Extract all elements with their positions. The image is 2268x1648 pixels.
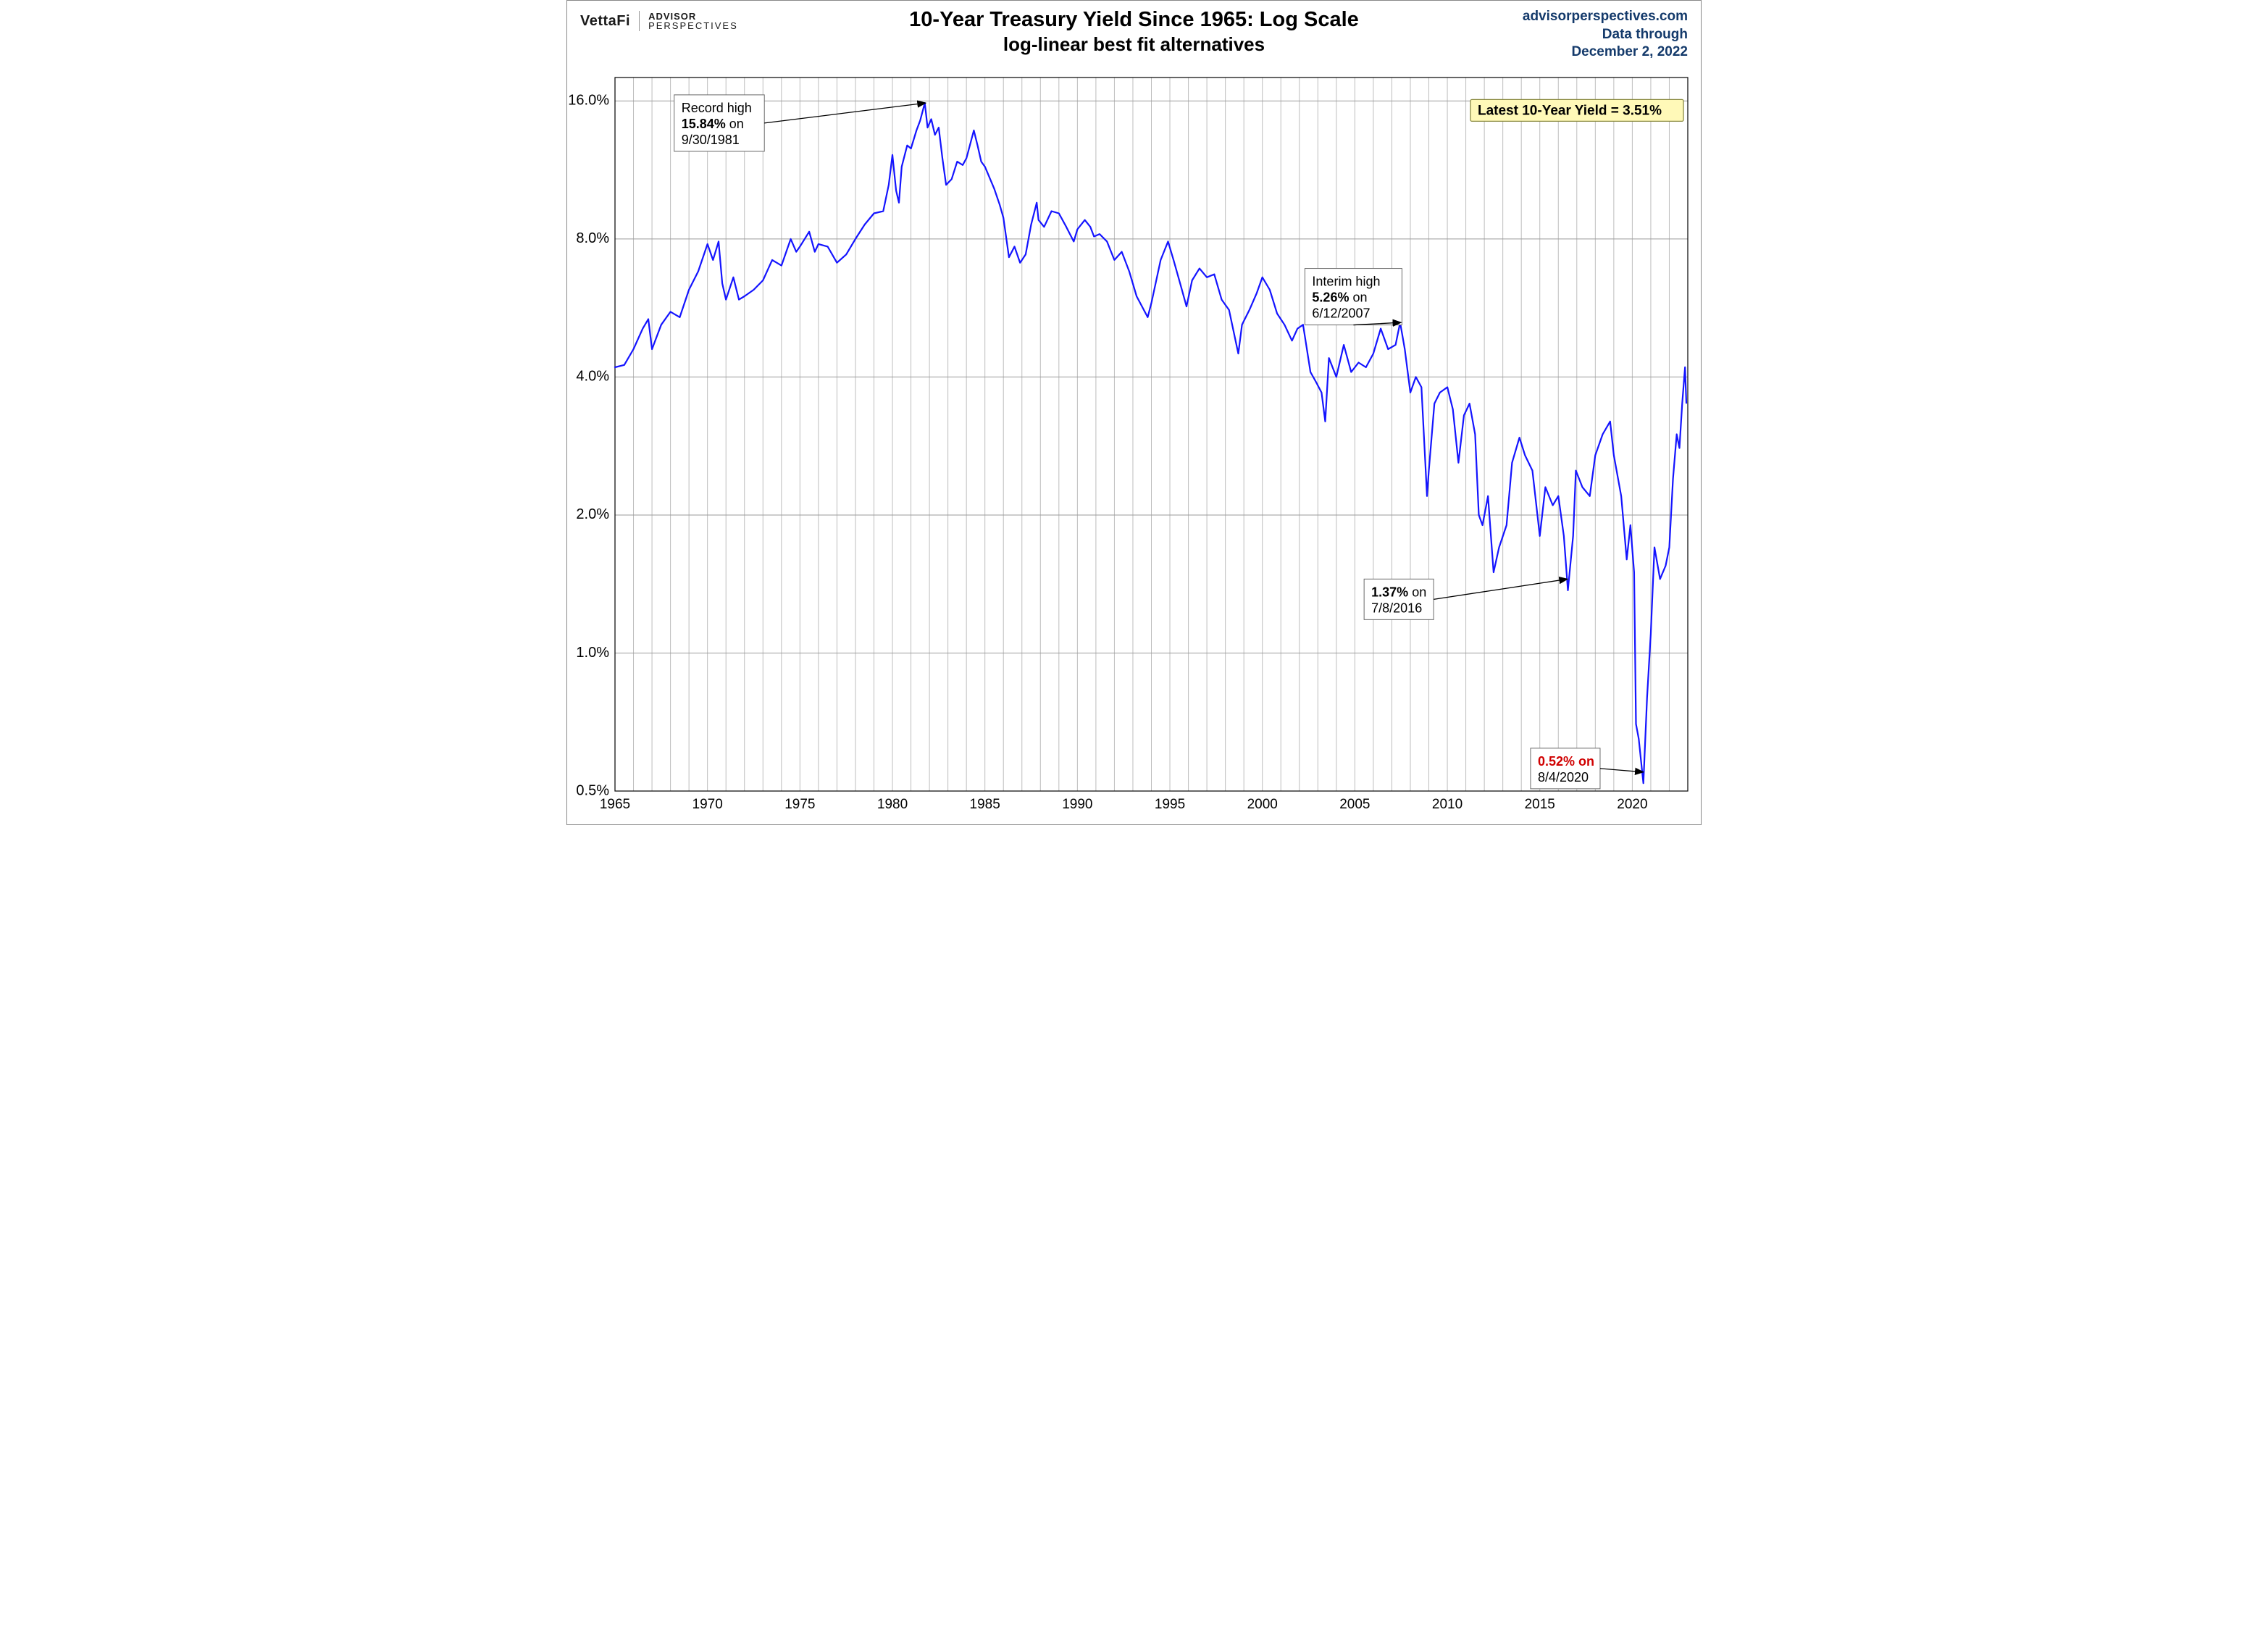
svg-text:5.26% on: 5.26% on bbox=[1312, 290, 1367, 305]
svg-text:2015: 2015 bbox=[1525, 797, 1555, 812]
svg-text:7/8/2016: 7/8/2016 bbox=[1371, 601, 1422, 615]
svg-text:0.52% on: 0.52% on bbox=[1538, 754, 1594, 769]
svg-text:2010: 2010 bbox=[1432, 797, 1463, 812]
svg-text:2000: 2000 bbox=[1247, 797, 1278, 812]
vertical-gridlines bbox=[615, 78, 1688, 791]
svg-text:15.84% on: 15.84% on bbox=[682, 117, 744, 131]
svg-text:2020: 2020 bbox=[1617, 797, 1647, 812]
svg-text:Interim high: Interim high bbox=[1312, 275, 1380, 289]
attribution-block: advisorperspectives.com Data through Dec… bbox=[1523, 8, 1688, 62]
svg-text:1.37% on: 1.37% on bbox=[1371, 585, 1426, 599]
plot-area: Record high 15.84% on 9/30/1981 Interim hig… bbox=[611, 73, 1692, 795]
svg-text:Record high: Record high bbox=[682, 101, 752, 115]
chart-frame: VettaFi ADVISOR PERSPECTIVES 10-Year Tre… bbox=[566, 0, 1702, 825]
svg-text:1.0%: 1.0% bbox=[576, 645, 609, 661]
svg-text:1990: 1990 bbox=[1062, 797, 1092, 812]
svg-text:1995: 1995 bbox=[1155, 797, 1185, 812]
x-axis-labels: 1965 1970 1975 1980 1985 1990 1995 2000 2005 2010… bbox=[600, 797, 1648, 812]
site-url: advisorperspectives.com bbox=[1523, 8, 1688, 26]
svg-text:16.0%: 16.0% bbox=[568, 93, 609, 109]
svg-text:1975: 1975 bbox=[784, 797, 815, 812]
y-axis-labels: 0.5% 1.0% 2.0% 4.0% 8.0% 16.0% bbox=[568, 93, 609, 799]
svg-text:8/4/2020: 8/4/2020 bbox=[1538, 770, 1589, 785]
svg-text:9/30/1981: 9/30/1981 bbox=[682, 133, 740, 147]
yield-series bbox=[615, 103, 1686, 783]
svg-text:1980: 1980 bbox=[877, 797, 908, 812]
latest-badge: Latest 10-Year Yield = 3.51% bbox=[1470, 99, 1683, 121]
svg-text:4.0%: 4.0% bbox=[576, 369, 609, 385]
svg-text:1970: 1970 bbox=[692, 797, 723, 812]
svg-text:1965: 1965 bbox=[600, 797, 630, 812]
svg-text:2.0%: 2.0% bbox=[576, 506, 609, 522]
svg-text:Latest 10-Year Yield = 3.51%: Latest 10-Year Yield = 3.51% bbox=[1478, 103, 1662, 118]
svg-text:6/12/2007: 6/12/2007 bbox=[1312, 306, 1370, 321]
svg-text:1985: 1985 bbox=[970, 797, 1000, 812]
data-through-label: Data through bbox=[1523, 26, 1688, 44]
svg-text:2005: 2005 bbox=[1339, 797, 1370, 812]
svg-text:8.0%: 8.0% bbox=[576, 230, 609, 246]
chart-svg: Record high 15.84% on 9/30/1981 Interim hig… bbox=[611, 73, 1692, 795]
data-through-date: December 2, 2022 bbox=[1523, 43, 1688, 62]
annotations: Record high 15.84% on 9/30/1981 Interim hig… bbox=[674, 95, 1644, 789]
svg-text:0.5%: 0.5% bbox=[576, 782, 609, 798]
